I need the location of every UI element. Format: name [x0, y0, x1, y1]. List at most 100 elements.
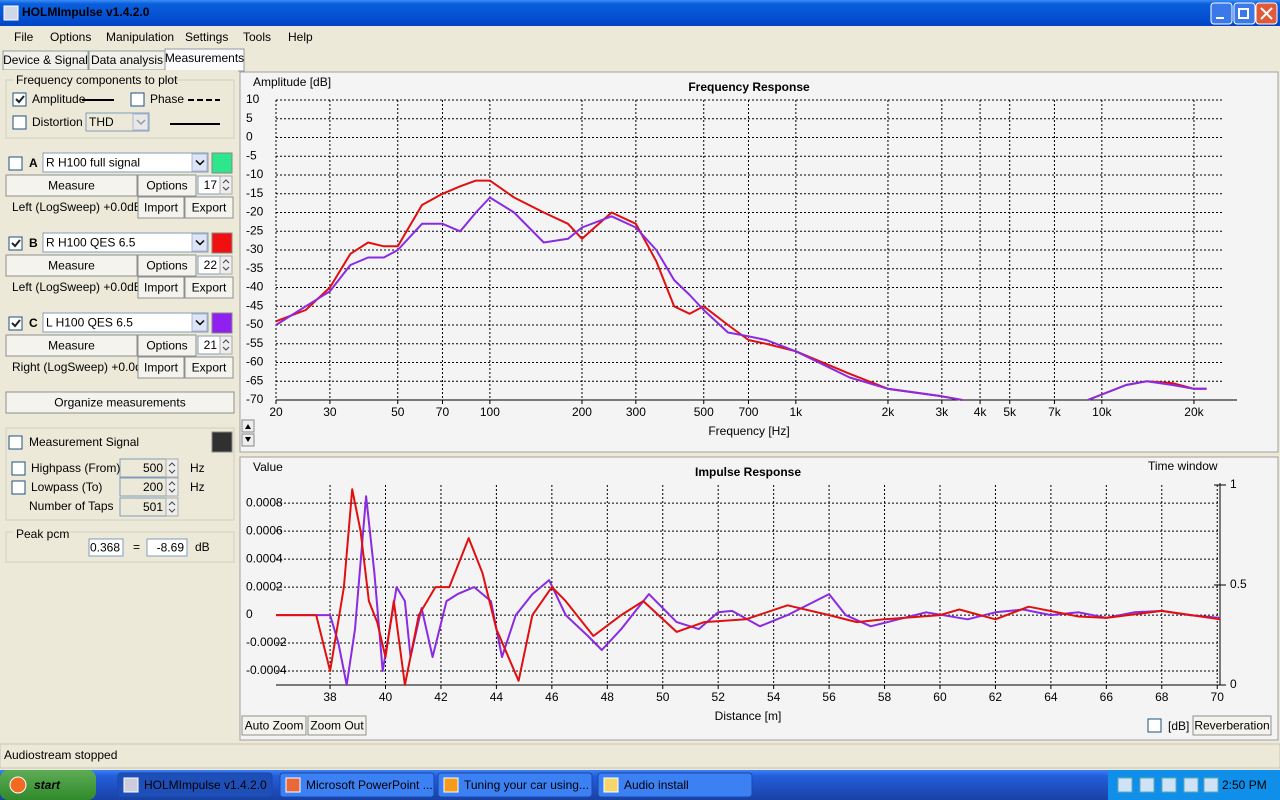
menu-item[interactable]: Help [288, 30, 313, 44]
menu-item[interactable]: Options [50, 30, 91, 44]
button-label: Options [146, 259, 187, 273]
x-tick-label: 20k [1184, 405, 1204, 419]
checkbox[interactable] [11, 480, 26, 495]
spin-button[interactable] [165, 497, 179, 517]
button[interactable] [137, 254, 197, 277]
menu-item[interactable]: Settings [185, 30, 228, 44]
combo-arrow [195, 239, 205, 246]
combo-box[interactable] [42, 152, 209, 173]
y2-axis-label: Time window [1148, 459, 1218, 473]
checkbox-label: Lowpass (To) [31, 480, 102, 494]
button[interactable] [307, 715, 367, 736]
spin-button[interactable] [219, 335, 233, 355]
checkbox[interactable] [12, 92, 27, 107]
y-tick-label: -45 [246, 298, 264, 312]
y-tick-label: -0.0002 [246, 635, 287, 649]
unit-label: Hz [190, 461, 205, 475]
tray-icon [1139, 777, 1155, 793]
data-line [276, 488, 1221, 686]
button[interactable] [241, 715, 307, 736]
taskbar-button[interactable] [117, 772, 273, 798]
x-tick-label: 48 [601, 690, 615, 704]
minimize-button[interactable] [1210, 2, 1233, 25]
measurement-description: Left (LogSweep) +0.0dB [12, 280, 142, 294]
menu-item[interactable]: File [14, 30, 34, 44]
taskbar-label: Tuning your car using... [464, 778, 589, 792]
y-tick-label: -35 [246, 261, 264, 275]
button[interactable] [137, 356, 185, 379]
chart-title: Impulse Response [695, 465, 801, 479]
maximize-button[interactable] [1233, 2, 1256, 25]
window-glyphs [1216, 7, 1273, 20]
checkbox[interactable] [12, 115, 27, 130]
checkbox[interactable] [130, 92, 145, 107]
color-swatch[interactable] [211, 152, 233, 174]
button[interactable] [137, 276, 185, 299]
button-label: Import [144, 361, 179, 375]
combo-button[interactable] [132, 113, 149, 131]
button[interactable] [1192, 715, 1272, 736]
input-value: -8.69 [157, 541, 185, 555]
input-field[interactable] [88, 538, 124, 557]
x-tick-label: 500 [694, 405, 714, 419]
checkbox[interactable] [8, 435, 23, 450]
button[interactable] [5, 174, 138, 197]
spin-button[interactable] [219, 175, 233, 195]
x-tick-label: 66 [1100, 690, 1114, 704]
checkbox[interactable] [11, 461, 26, 476]
x-tick-label: 64 [1044, 690, 1058, 704]
unit-label: dB [195, 540, 210, 554]
start-button[interactable] [0, 770, 96, 800]
y2-tick-label: 0 [1230, 677, 1237, 691]
button[interactable] [137, 174, 197, 197]
color-swatch[interactable] [211, 431, 233, 453]
color-swatch[interactable] [211, 232, 233, 254]
combo-box[interactable] [42, 312, 209, 333]
button[interactable] [5, 254, 138, 277]
taskbar-button[interactable] [597, 772, 753, 798]
checkbox[interactable] [8, 316, 23, 331]
checkbox-label: [dB] [1168, 719, 1189, 733]
button[interactable] [184, 276, 234, 299]
measurement-description: Left (LogSweep) +0.0dB [12, 200, 142, 214]
checkbox[interactable] [1147, 718, 1162, 733]
combo-button[interactable] [191, 313, 208, 332]
color-swatch[interactable] [211, 312, 233, 334]
x-tick-label: 44 [490, 690, 504, 704]
button[interactable] [184, 356, 234, 379]
spin-button[interactable] [165, 477, 179, 497]
button[interactable] [137, 196, 185, 219]
spin-button[interactable] [165, 458, 179, 478]
checkbox[interactable] [8, 236, 23, 251]
checkbox[interactable] [8, 156, 23, 171]
combo-button[interactable] [191, 233, 208, 252]
y-tick-label: -60 [246, 355, 264, 369]
window-title: HOLMImpulse v1.4.2.0 [22, 5, 150, 19]
y-tick-label: -5 [246, 148, 257, 162]
spin-button[interactable] [219, 255, 233, 275]
x-tick-label: 52 [712, 690, 726, 704]
button[interactable] [184, 196, 234, 219]
button[interactable] [137, 334, 197, 357]
group-box [5, 531, 235, 563]
task-icon [285, 777, 301, 793]
x-tick-label: 50 [656, 690, 670, 704]
x-tick-label: 38 [323, 690, 337, 704]
menu-item[interactable]: Manipulation [106, 30, 174, 44]
x-tick-label: 20 [269, 405, 283, 419]
taskbar-button[interactable] [437, 772, 593, 798]
button-label: Zoom Out [310, 719, 364, 733]
input-field[interactable] [146, 538, 188, 557]
taskbar-button[interactable] [279, 772, 435, 798]
x-tick-label: 30 [323, 405, 337, 419]
button-label: Import [144, 281, 179, 295]
button[interactable] [5, 391, 235, 414]
button-label: Measure [48, 339, 95, 353]
button-label: Measure [48, 179, 95, 193]
combo-button[interactable] [191, 153, 208, 172]
combo-box[interactable] [42, 232, 209, 253]
menu-item[interactable]: Tools [243, 30, 271, 44]
y-tick-label: 10 [246, 92, 260, 106]
task-icon [443, 777, 459, 793]
button[interactable] [5, 334, 138, 357]
